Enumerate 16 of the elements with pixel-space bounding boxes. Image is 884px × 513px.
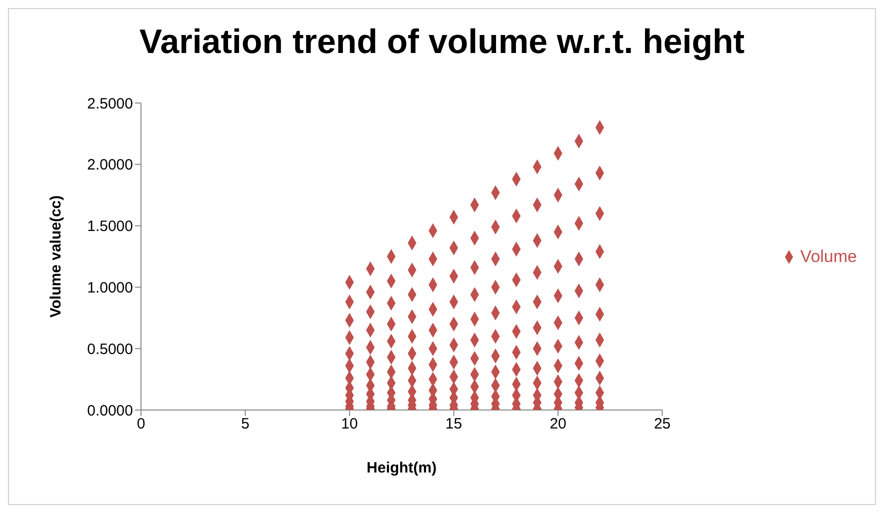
- x-tick-label: 5: [241, 416, 250, 433]
- x-tick-label: 20: [550, 416, 566, 433]
- y-tick-label: 0.0000: [87, 402, 133, 420]
- y-tick-label: 0.5000: [87, 340, 133, 358]
- chart-title: Variation trend of volume w.r.t. height: [138, 23, 746, 62]
- legend-label: Volume: [800, 246, 857, 266]
- y-tick-label: 1.5000: [87, 218, 133, 236]
- x-axis-title: Height(m): [366, 460, 437, 477]
- y-axis-title: Volume value(cc): [47, 195, 64, 318]
- y-tick-label: 2.5000: [87, 95, 133, 112]
- y-tick-label: 1.0000: [87, 280, 133, 297]
- x-tick-label: 0: [136, 416, 146, 433]
- x-tick-label: 15: [445, 416, 462, 433]
- y-tick-label: 2.0000: [87, 156, 133, 174]
- x-tick-label: 25: [654, 416, 671, 433]
- x-tick-label: 10: [341, 416, 358, 433]
